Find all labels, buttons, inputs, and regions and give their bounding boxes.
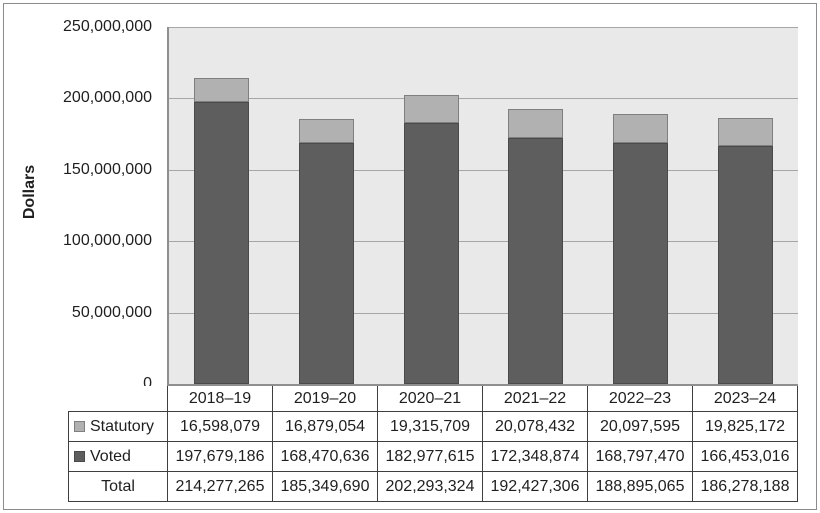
bar-segment-statutory xyxy=(404,95,459,123)
year-column-header: 2020–21 xyxy=(377,386,483,412)
y-axis-tick-label: 250,000,000 xyxy=(63,18,152,35)
gridline xyxy=(169,98,798,99)
legend-swatch-voted xyxy=(74,450,85,462)
gridline xyxy=(169,313,798,314)
data-table: 2018–19 2019–20 2020–21 2021–22 2022–23 2023–… xyxy=(68,386,798,502)
bar-group-2021-22 xyxy=(508,109,563,384)
value-cell: 182,977,615 xyxy=(377,441,483,472)
bar-group-2023-24 xyxy=(718,118,773,384)
year-column-header: 2021–22 xyxy=(482,386,588,412)
year-column-header: 2022–23 xyxy=(587,386,693,412)
value-cell: 185,349,690 xyxy=(272,471,378,502)
bar-group-2018-19 xyxy=(194,78,249,384)
gridline xyxy=(169,241,798,242)
table-row-statutory: Statutory 16,598,079 16,879,054 19,315,709 2… xyxy=(68,411,798,442)
value-cell: 188,895,065 xyxy=(587,471,693,502)
bar-segment-voted xyxy=(613,143,668,384)
y-axis-tick-label: 50,000,000 xyxy=(71,303,152,321)
table-row-total: Total 214,277,265 185,349,690 202,293,324 19… xyxy=(68,471,798,502)
bar-segment-voted xyxy=(508,138,563,384)
gridline xyxy=(169,27,798,28)
bar-segment-voted xyxy=(299,143,354,384)
table-row-voted: Voted 197,679,186 168,470,636 182,977,615 17… xyxy=(68,441,798,472)
row-label-text: Voted xyxy=(90,447,131,465)
y-axis-tick-label: 150,000,000 xyxy=(63,160,152,178)
table-corner-cell xyxy=(69,386,168,412)
legend-swatch-statutory xyxy=(74,420,85,432)
row-label-voted: Voted xyxy=(68,441,168,472)
row-label-total: Total xyxy=(68,471,168,502)
year-column-header: 2019–20 xyxy=(272,386,378,412)
year-column-header: 2018–19 xyxy=(167,386,273,412)
value-cell: 186,278,188 xyxy=(692,471,798,502)
value-cell: 16,879,054 xyxy=(272,411,378,442)
bar-segment-statutory xyxy=(508,109,563,138)
bar-segment-statutory xyxy=(299,119,354,143)
value-cell: 20,078,432 xyxy=(482,411,588,442)
y-axis-tick-label: 0 xyxy=(143,375,152,392)
value-cell: 166,453,016 xyxy=(692,441,798,472)
y-axis-tick-label: 100,000,000 xyxy=(63,232,152,250)
bar-segment-statutory xyxy=(194,78,249,102)
value-cell: 19,315,709 xyxy=(377,411,483,442)
plot-area xyxy=(167,27,798,386)
value-cell: 197,679,186 xyxy=(167,441,273,472)
gridline xyxy=(169,170,798,171)
bar-segment-statutory xyxy=(718,118,773,146)
bar-group-2019-20 xyxy=(299,119,354,384)
row-label-text: Statutory xyxy=(90,417,155,435)
bar-segment-voted xyxy=(194,102,249,384)
bar-segment-voted xyxy=(404,123,459,384)
value-cell: 214,277,265 xyxy=(167,471,273,502)
y-axis-tick-label: 200,000,000 xyxy=(63,89,152,107)
value-cell: 19,825,172 xyxy=(692,411,798,442)
bar-segment-statutory xyxy=(613,114,668,143)
value-cell: 172,348,874 xyxy=(482,441,588,472)
bar-group-2022-23 xyxy=(613,114,668,384)
table-header-row: 2018–19 2019–20 2020–21 2021–22 2022–23 2023–… xyxy=(69,386,798,412)
value-cell: 20,097,595 xyxy=(587,411,693,442)
value-cell: 168,797,470 xyxy=(587,441,693,472)
row-label-statutory: Statutory xyxy=(68,411,168,442)
year-column-header: 2023–24 xyxy=(692,386,798,412)
value-cell: 192,427,306 xyxy=(482,471,588,502)
value-cell: 16,598,079 xyxy=(167,411,273,442)
bar-segment-voted xyxy=(718,146,773,384)
bar-group-2020-21 xyxy=(404,95,459,384)
value-cell: 202,293,324 xyxy=(377,471,483,502)
row-label-text: Total xyxy=(101,477,135,495)
value-cell: 168,470,636 xyxy=(272,441,378,472)
